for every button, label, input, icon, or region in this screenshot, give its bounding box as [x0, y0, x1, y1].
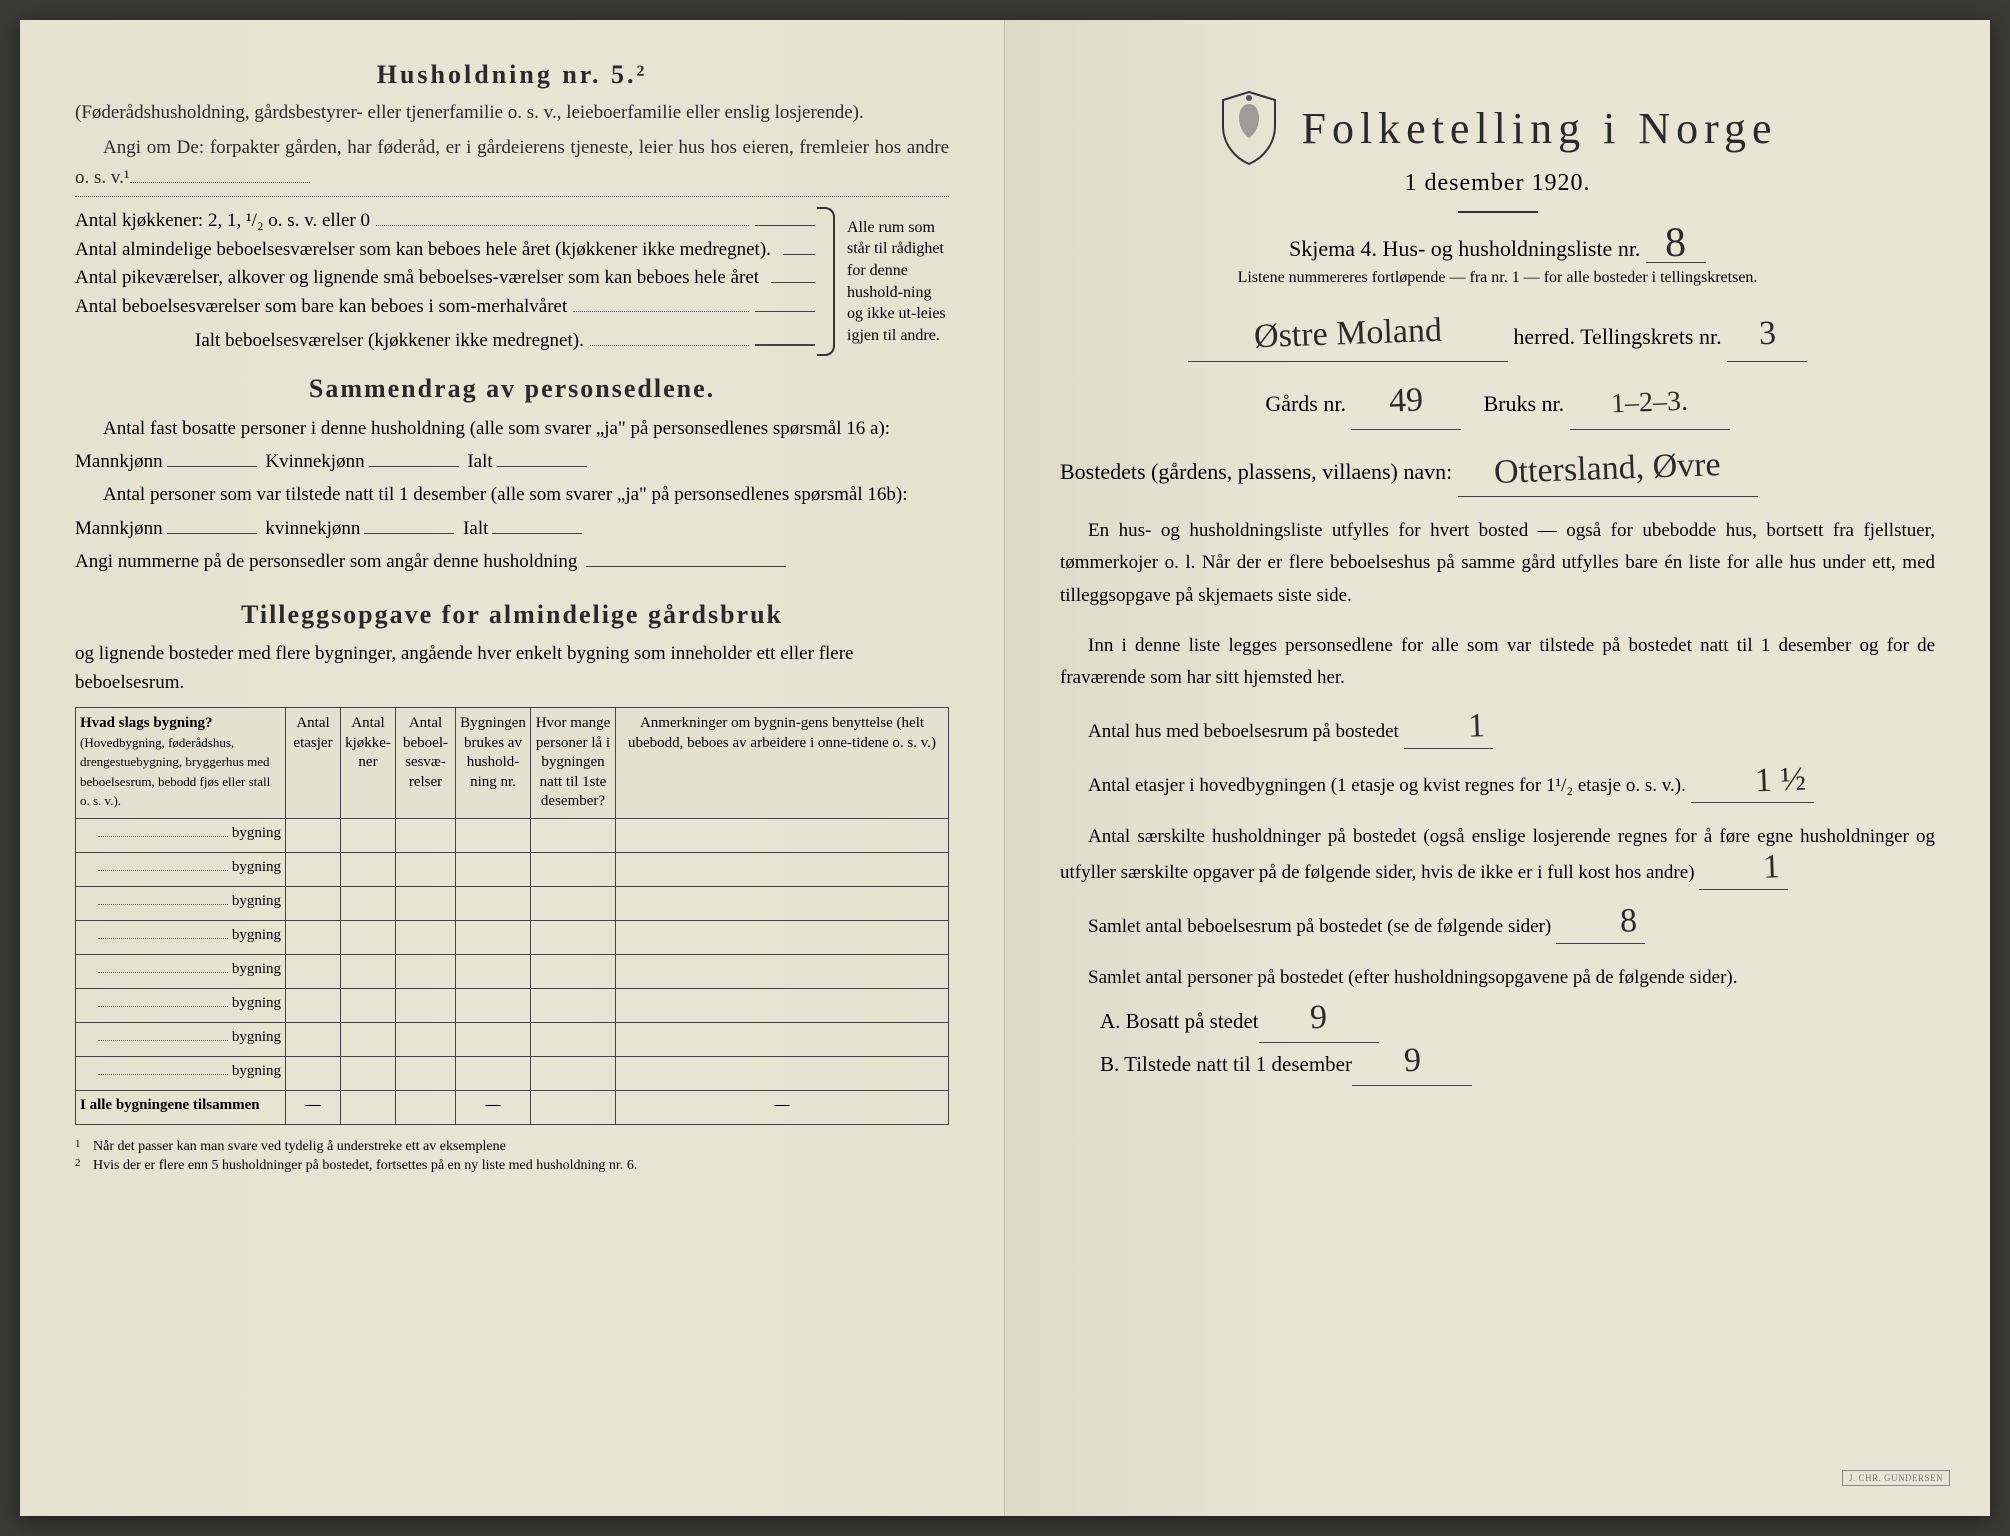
qa-val: 9 — [1310, 1004, 1328, 1032]
liste-nr: 8 — [1665, 227, 1687, 261]
qb-label: B. Tilstede natt til 1 desember — [1100, 1052, 1352, 1076]
th2: Antal etasjer — [286, 708, 341, 819]
sp2c: Ialt — [463, 518, 488, 539]
gards-label: Gårds nr. — [1265, 391, 1346, 416]
q3-val: 1 — [1735, 853, 1781, 882]
rooms-block: Antal kjøkkener: 2, 1, ¹/₂ o. s. v. elle… — [75, 207, 949, 356]
sub-date: 1 desember 1920. — [1060, 170, 1935, 197]
sammen-title: Sammendrag av personsedlene. — [75, 374, 949, 404]
sammen-p3: Angi nummerne på de personsedler som ang… — [75, 545, 949, 578]
q5: Samlet antal personer på bostedet (efter… — [1060, 962, 1935, 994]
husholdning-title: Husholdning nr. 5.² — [75, 60, 949, 90]
row7: bygning — [232, 1029, 281, 1045]
room-kjokken: Antal kjøkkener: 2, 1, ¹/₂ o. s. v. elle… — [75, 207, 370, 236]
q2-val: 1 ½ — [1726, 766, 1806, 796]
qa-label: A. Bosatt på stedet — [1100, 1009, 1259, 1033]
sammen-p2: Antal personer som var tilstede natt til… — [75, 478, 949, 545]
krets-nr: 3 — [1758, 320, 1776, 348]
th7: Anmerkninger om bygnin-gens benyttelse (… — [616, 708, 949, 819]
th5: Bygningen brukes av hushold-ning nr. — [456, 708, 531, 819]
qb-val: 9 — [1403, 1047, 1421, 1075]
printer-stamp: J. CHR. GUNDERSEN — [1842, 1470, 1950, 1486]
brace-text: Alle rum som står til rådighet for denne… — [839, 217, 949, 347]
left-page: Husholdning nr. 5.² (Føderådshusholdning… — [20, 20, 1005, 1516]
row3: bygning — [232, 893, 281, 909]
row5: bygning — [232, 961, 281, 977]
herred-row: Østre Moland herred. Tellingskrets nr. 3 — [1060, 313, 1935, 362]
angi-text: Angi om De: forpakter gården, har føderå… — [75, 137, 949, 187]
q4-val: 8 — [1592, 907, 1638, 936]
sp2b: kvinnekjønn — [265, 518, 360, 539]
q4-label: Samlet antal beboelsesrum på bostedet (s… — [1088, 916, 1551, 937]
row8: bygning — [232, 1063, 281, 1079]
sp2a: Antal personer som var tilstede natt til… — [75, 484, 907, 538]
angi-line: Angi om De: forpakter gården, har føderå… — [75, 133, 949, 192]
th4: Antal beboel-sesvæ-relser — [396, 708, 456, 819]
title-row: Folketelling i Norge — [1060, 90, 1935, 166]
bosted-row: Bostedets (gårdens, plassens, villaens) … — [1060, 448, 1935, 497]
footnotes: 1Når det passer kan man svare ved tydeli… — [75, 1137, 949, 1176]
sammen-p1: Antal fast bosatte personer i denne hush… — [75, 412, 949, 479]
coat-of-arms-icon — [1217, 90, 1281, 166]
bruks-nr: 1–2–3. — [1611, 391, 1689, 416]
bosted-label: Bostedets (gårdens, plassens, villaens) … — [1060, 459, 1452, 484]
ab-block: A. Bosatt på stedet 9 B. Tilstede natt ti… — [1100, 1000, 1935, 1086]
room-alm: Antal almindelige beboelsesværelser som … — [75, 236, 771, 265]
document-spread: Husholdning nr. 5.² (Føderådshusholdning… — [20, 20, 1990, 1516]
skjema-line: Skjema 4. Hus- og husholdningsliste nr. … — [1060, 227, 1935, 263]
bosted-hw: Ottersland, Øvre — [1494, 451, 1721, 486]
q3-label: Antal særskilte husholdninger på bostede… — [1060, 826, 1935, 882]
bruks-label: Bruks nr. — [1483, 391, 1564, 416]
row6: bygning — [232, 995, 281, 1011]
bygning-table: Hvad slags bygning?(Hovedbygning, føderå… — [75, 707, 949, 1125]
q3: Antal særskilte husholdninger på bostede… — [1060, 821, 1935, 890]
q1-label: Antal hus med beboelsesrum på bostedet — [1088, 721, 1399, 742]
row2: bygning — [232, 859, 281, 875]
foot-label: I alle bygningene tilsammen — [76, 1090, 286, 1124]
q2: Antal etasjer i hovedbygningen (1 etasje… — [1060, 767, 1935, 803]
herred-hw: Østre Moland — [1253, 317, 1442, 351]
skjema-label: Skjema 4. Hus- og husholdningsliste nr. — [1289, 236, 1640, 261]
para1: En hus- og husholdningsliste utfylles fo… — [1060, 515, 1935, 612]
sp3: Angi nummerne på de personsedler som ang… — [75, 551, 577, 572]
fn2: Hvis der er flere enn 5 husholdninger på… — [93, 1156, 637, 1176]
room-pike: Antal pikeværelser, alkover og lignende … — [75, 264, 759, 293]
herred-label: herred. Tellingskrets nr. — [1513, 324, 1721, 349]
tillegg-title: Tilleggsopgave for almindelige gårdsbruk — [75, 600, 949, 630]
husholdning-sub: (Føderådshusholdning, gårdsbestyrer- ell… — [75, 98, 949, 127]
fn1: Når det passer kan man svare ved tydelig… — [93, 1137, 506, 1157]
th1: Hvad slags bygning?(Hovedbygning, føderå… — [76, 708, 286, 819]
para2: Inn i denne liste legges personsedlene f… — [1060, 630, 1935, 695]
th6: Hvor mange personer lå i bygningen natt … — [531, 708, 616, 819]
main-title: Folketelling i Norge — [1301, 103, 1777, 154]
th3: Antal kjøkke-ner — [341, 708, 396, 819]
bygning-tbody: bygning bygning bygning bygning bygning … — [76, 818, 949, 1124]
gards-nr: 49 — [1389, 387, 1424, 415]
tillegg-sub: og lignende bosteder med flere bygninger… — [75, 640, 949, 697]
room-total: Ialt beboelsesværelser (kjøkkener ikke m… — [195, 327, 584, 356]
sp1c: Ialt — [467, 451, 492, 472]
listene: Listene nummereres fortløpende — fra nr.… — [1060, 269, 1935, 287]
q1-val: 1 — [1439, 712, 1485, 741]
q4: Samlet antal beboelsesrum på bostedet (s… — [1060, 908, 1935, 944]
q1: Antal hus med beboelsesrum på bostedet 1 — [1060, 713, 1935, 749]
right-page: Folketelling i Norge 1 desember 1920. Sk… — [1005, 20, 1990, 1516]
q2-label: Antal etasjer i hovedbygningen (1 etasje… — [1088, 775, 1686, 796]
room-sommer: Antal beboelsesværelser som bare kan beb… — [75, 293, 567, 322]
gards-row: Gårds nr. 49 Bruks nr. 1–2–3. — [1060, 380, 1935, 429]
sp1b: Kvinnekjønn — [265, 451, 364, 472]
row1: bygning — [232, 825, 281, 841]
row4: bygning — [232, 927, 281, 943]
